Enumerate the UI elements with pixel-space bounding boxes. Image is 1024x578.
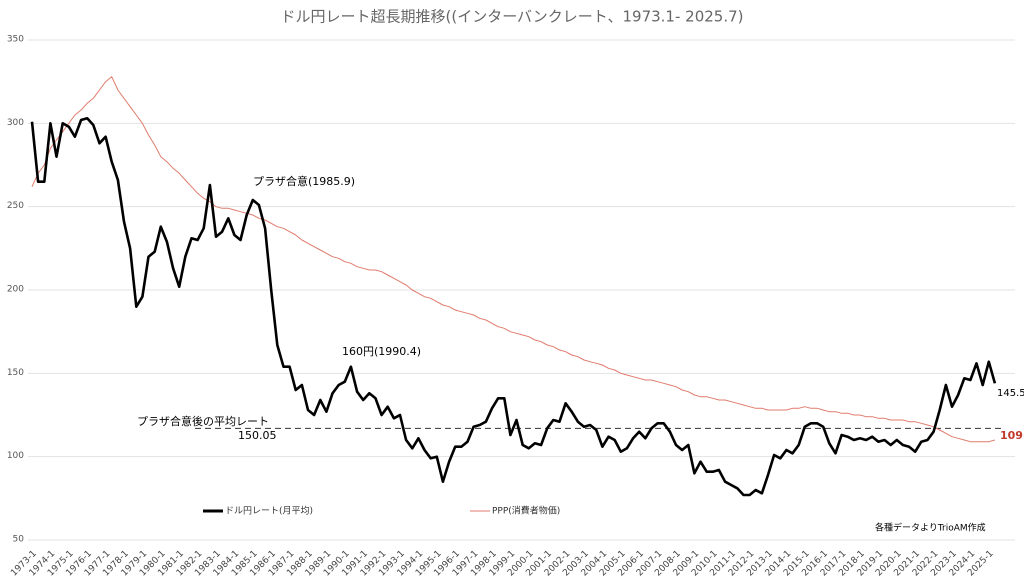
legend-label: ドル円レート(月平均) [225, 505, 313, 517]
y-tick-label: 200 [7, 285, 24, 295]
series-line [30, 117, 997, 497]
annotation: 109 [1000, 429, 1023, 442]
annotation: 150.05 [238, 429, 277, 442]
annotation: プラザ合意(1985.9) [253, 174, 355, 188]
y-tick-label: 250 [7, 201, 24, 211]
legend-label: PPP(消費者物価) [492, 505, 560, 517]
y-tick-label: 100 [7, 451, 24, 461]
chart-title: ドル円レート超長期推移((インターバンクレート、1973.1- 2025.7) [280, 8, 743, 26]
annotation: 各種データよりTrioAM作成 [875, 522, 986, 534]
y-tick-label: 150 [7, 368, 24, 378]
annotation: 145.5 [997, 388, 1024, 399]
annotation: プラザ合意後の平均レート [137, 414, 269, 428]
y-tick-label: 300 [7, 118, 24, 128]
series-line [31, 76, 996, 443]
y-tick-label: 50 [13, 535, 25, 545]
annotation: 160円(1990.4) [342, 345, 421, 358]
y-tick-label: 350 [7, 35, 24, 45]
